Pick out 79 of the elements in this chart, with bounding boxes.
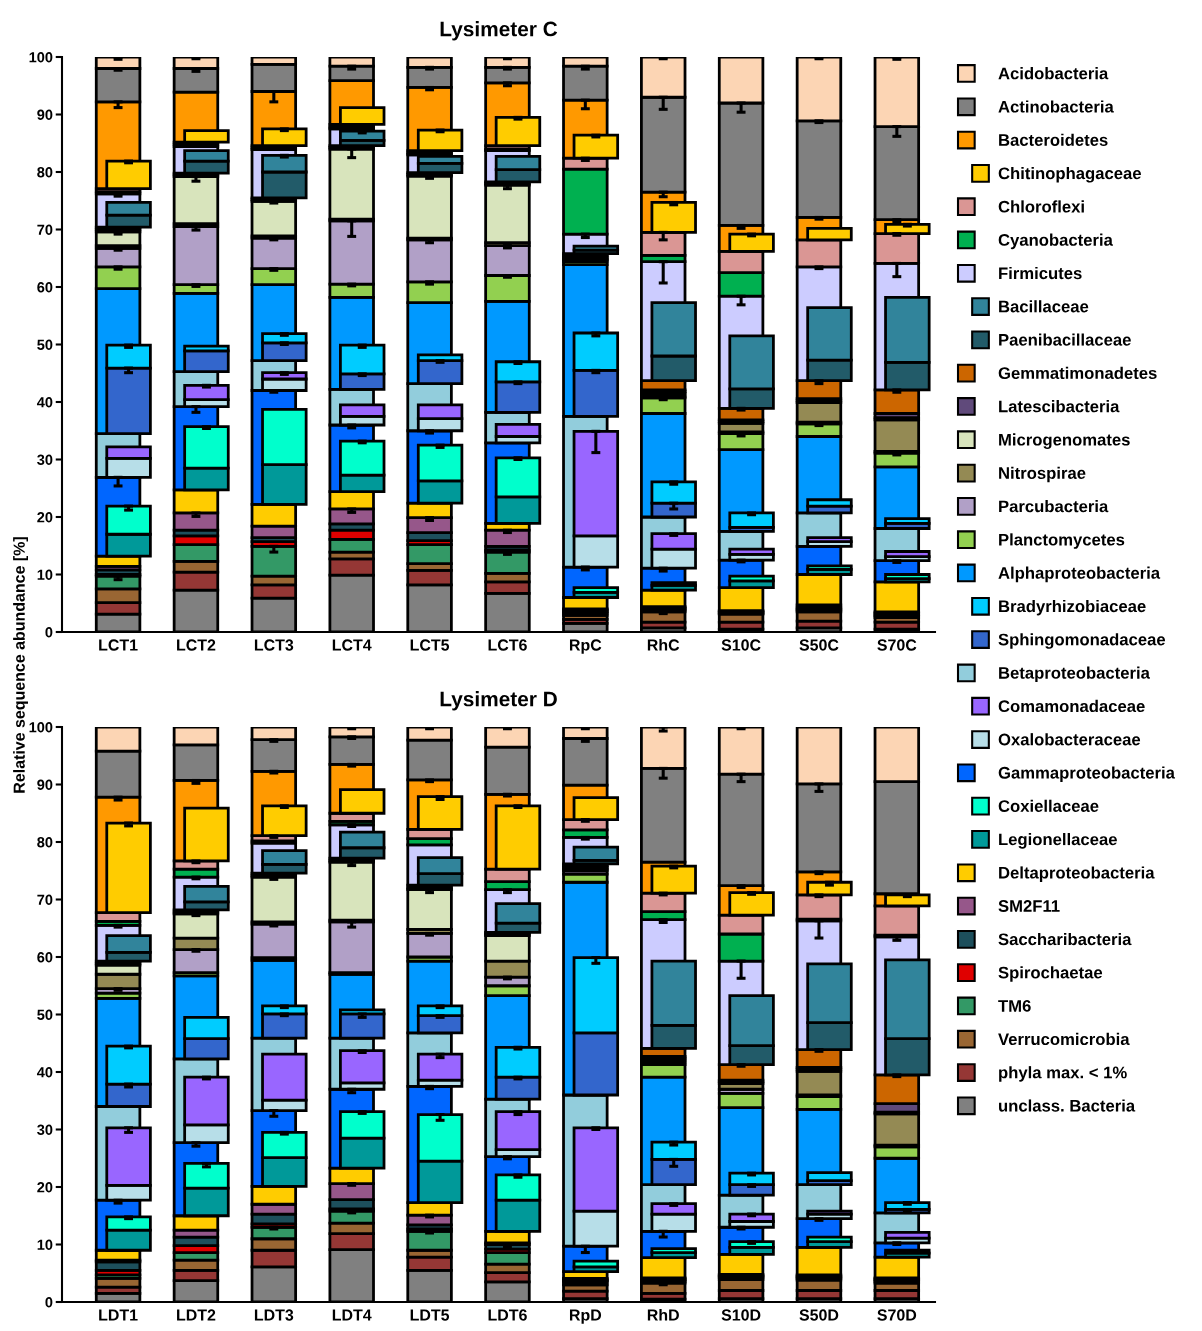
x-tick-label: RpC xyxy=(569,639,602,654)
legend-label: phyla max. < 1% xyxy=(999,1066,1127,1082)
y-tick-label: 80 xyxy=(37,167,53,178)
legend-label: Verrucomicrobia xyxy=(998,1032,1130,1046)
legend-label: Firmicutes xyxy=(999,266,1082,280)
legend-label: Parcubacteria xyxy=(999,500,1109,513)
legend-label: Acidobacteria xyxy=(998,67,1109,80)
legend-label: Gammaproteobacteria xyxy=(998,766,1176,782)
legend-label: Paenibacillaceae xyxy=(999,333,1131,346)
legend-label: Deltaproteobacteria xyxy=(999,866,1155,882)
legend-label: Alphaproteobacteria xyxy=(998,566,1161,583)
y-tick-label: 40 xyxy=(36,1067,53,1078)
y-tick-label: 20 xyxy=(37,512,53,523)
legend-label: Legionellaceae xyxy=(999,833,1117,849)
y-tick-label: 20 xyxy=(37,1182,53,1193)
x-tick-label: LCT4 xyxy=(332,639,372,651)
x-tick-label: LCT3 xyxy=(254,639,294,651)
x-tick-label: S10C xyxy=(721,639,761,651)
chart-title: Lysimeter C xyxy=(440,21,558,41)
legend-label: Bradyrhizobiaceae xyxy=(999,599,1146,616)
x-tick-label: S50C xyxy=(799,639,839,651)
legend-label: Microgenomates xyxy=(999,433,1130,449)
x-tick-label: LCT2 xyxy=(177,639,216,651)
y-tick-label: 30 xyxy=(37,454,53,465)
legend-label: Gemmatimonadetes xyxy=(998,366,1157,380)
x-tick-label: LCT6 xyxy=(488,639,527,651)
x-tick-label: LDT2 xyxy=(177,1309,216,1321)
legend-label: Sphingomonadaceae xyxy=(998,633,1166,649)
legend-label: Nitrospirae xyxy=(999,466,1086,483)
y-tick-label: 60 xyxy=(37,282,53,293)
legend-label: Chloroflexi xyxy=(998,200,1084,213)
y-tick-label: 50 xyxy=(37,1009,53,1020)
legend-label: Coxiellaceae xyxy=(998,799,1099,812)
x-tick-label: LDT1 xyxy=(99,1309,138,1321)
y-tick-label: 10 xyxy=(37,1239,53,1250)
y-tick-label: 60 xyxy=(37,952,53,963)
x-tick-label: LDT4 xyxy=(332,1309,372,1321)
legend-label: SM2F11 xyxy=(998,900,1060,912)
y-tick-label: 100 xyxy=(29,722,53,733)
legend-label: Bacillaceae xyxy=(999,300,1089,313)
legend-label: Saccharibacteria xyxy=(998,932,1132,946)
legend-label: Oxalobacteraceae xyxy=(998,733,1141,746)
x-tick-label: LCT5 xyxy=(410,639,450,651)
legend-label: Chitinophagaceae xyxy=(998,166,1141,183)
legend-label: Latescibacteria xyxy=(999,400,1120,413)
chart-title: Lysimeter D xyxy=(440,691,557,711)
y-tick-label: 40 xyxy=(36,397,53,408)
x-tick-label: RpD xyxy=(569,1309,602,1324)
legend-label: Actinobacteria xyxy=(998,100,1114,113)
legend-label: Bacteroidetes xyxy=(999,133,1108,146)
legend-label: Comamonadaceae xyxy=(998,699,1145,713)
x-tick-label: S70D xyxy=(877,1309,917,1321)
y-tick-label: 100 xyxy=(29,52,53,63)
y-tick-label: 80 xyxy=(37,837,53,848)
x-tick-label: LDT5 xyxy=(410,1309,450,1321)
y-tick-label: 90 xyxy=(37,109,53,120)
x-tick-label: RhD xyxy=(647,1308,679,1321)
legend-label: Spirochaetae xyxy=(998,966,1103,982)
x-tick-label: LCT1 xyxy=(99,639,138,651)
x-tick-label: LDT6 xyxy=(488,1309,527,1321)
y-axis-title: Relative sequence abundance [%] xyxy=(13,537,28,793)
y-tick-label: 30 xyxy=(37,1124,53,1135)
y-tick-label: 50 xyxy=(37,339,53,350)
legend-label: Planctomycetes xyxy=(999,533,1125,549)
legend-label: TM6 xyxy=(998,999,1031,1012)
y-tick-label: 0 xyxy=(45,1297,53,1308)
legend-label: Cyanobacteria xyxy=(998,233,1113,250)
x-tick-label: S50D xyxy=(799,1309,839,1321)
legend-label: unclass. Bacteria xyxy=(999,1099,1136,1112)
y-tick-label: 90 xyxy=(37,779,53,790)
x-tick-label: RhC xyxy=(647,638,680,651)
legend-label: Betaproteobacteria xyxy=(999,666,1150,683)
y-tick-label: 0 xyxy=(45,627,53,638)
x-tick-label: LDT3 xyxy=(254,1309,294,1321)
y-tick-label: 10 xyxy=(37,569,53,580)
x-tick-label: S10D xyxy=(721,1309,761,1321)
y-tick-label: 70 xyxy=(37,894,53,905)
y-tick-label: 70 xyxy=(37,224,53,235)
x-tick-label: S70C xyxy=(877,639,917,651)
